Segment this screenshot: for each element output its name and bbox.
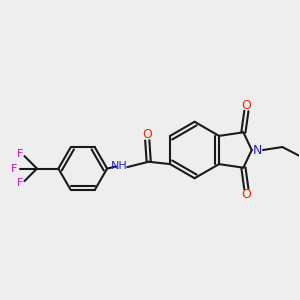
Text: O: O (142, 128, 152, 142)
Text: N: N (253, 143, 262, 157)
Text: O: O (242, 188, 251, 201)
Text: NH: NH (111, 160, 128, 171)
Text: F: F (11, 164, 18, 174)
Text: O: O (242, 99, 251, 112)
Text: F: F (17, 149, 23, 159)
Text: F: F (17, 178, 23, 188)
